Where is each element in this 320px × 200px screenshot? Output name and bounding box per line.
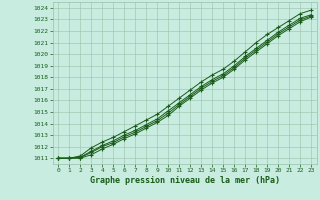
X-axis label: Graphe pression niveau de la mer (hPa): Graphe pression niveau de la mer (hPa)	[90, 176, 280, 185]
